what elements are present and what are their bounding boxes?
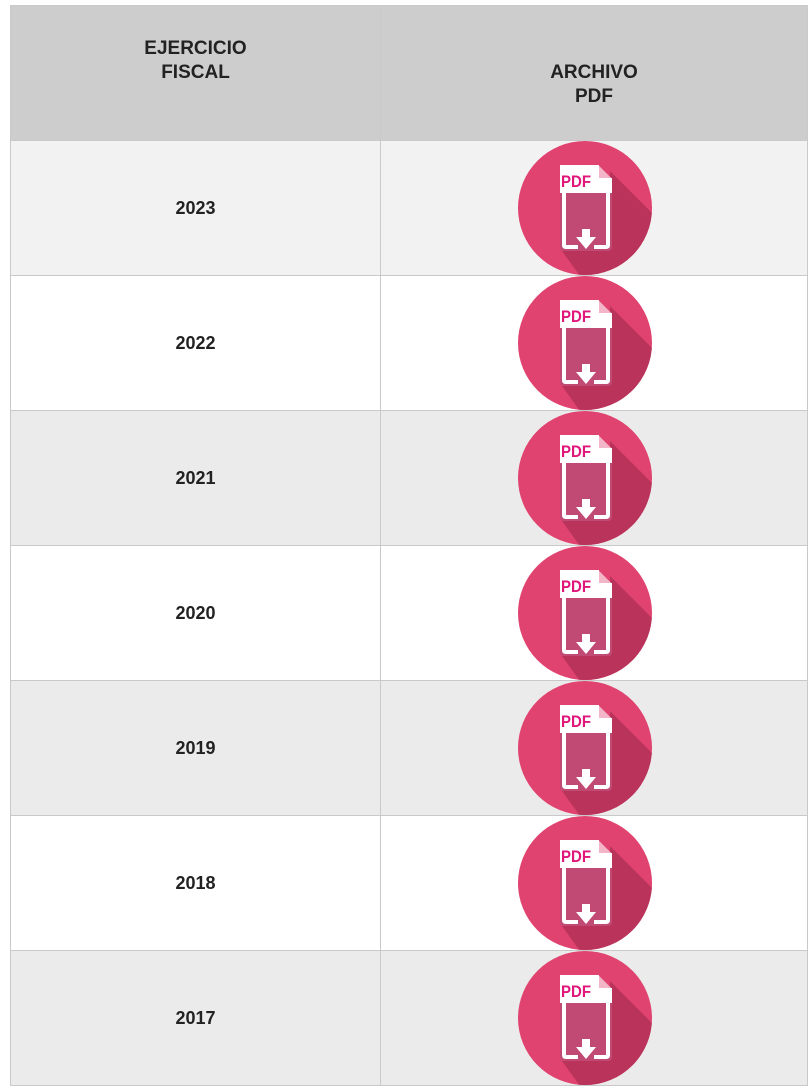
icon-arrow <box>576 904 596 924</box>
icon-fold <box>597 435 612 450</box>
icon-outline <box>562 733 610 789</box>
pdf-cell: PDF <box>380 680 808 816</box>
year-cell: 2019 <box>10 680 381 816</box>
table-row: 2020 PDF <box>10 545 808 681</box>
year-cell: 2020 <box>10 545 381 681</box>
header-row: EJERCICIO FISCAL ARCHIVO PDF <box>10 5 808 141</box>
header-text: ARCHIVO PDF <box>550 62 638 107</box>
icon-label: PDF <box>561 847 591 866</box>
pdf-download-icon[interactable]: PDF <box>518 546 652 680</box>
table-row: 2023 PDF <box>10 140 808 276</box>
table-row: 2022 PDF <box>10 275 808 411</box>
icon-arrow <box>576 229 596 249</box>
icon-fold <box>597 165 612 180</box>
pdf-cell: PDF <box>380 950 808 1086</box>
icon-fold <box>597 975 612 990</box>
icon-fold <box>597 300 612 315</box>
icon-outline <box>562 1003 610 1059</box>
icon-fold <box>597 840 612 855</box>
year-cell: 2021 <box>10 410 381 546</box>
table-row: 2018 PDF <box>10 815 808 951</box>
header-cell: EJERCICIO FISCAL <box>10 5 381 141</box>
pdf-cell: PDF <box>380 275 808 411</box>
header-text: EJERCICIO FISCAL <box>144 38 247 83</box>
icon-label: PDF <box>561 442 591 461</box>
year-cell: 2018 <box>10 815 381 951</box>
pdf-cell: PDF <box>380 410 808 546</box>
icon-arrow <box>576 769 596 789</box>
year-cell: 2022 <box>10 275 381 411</box>
icon-label: PDF <box>561 577 591 596</box>
table-body: 2023 PDF 2022 PDF 2021 PDF 2020 PDF 2019… <box>10 140 808 1086</box>
icon-arrow <box>576 634 596 654</box>
icon-fold <box>597 570 612 585</box>
icon-outline <box>562 193 610 249</box>
icon-label: PDF <box>561 712 591 731</box>
pdf-download-icon[interactable]: PDF <box>518 681 652 815</box>
icon-fold <box>597 705 612 720</box>
pdf-download-icon[interactable]: PDF <box>518 816 652 950</box>
pdf-download-icon[interactable]: PDF <box>518 141 652 275</box>
pdf-cell: PDF <box>380 815 808 951</box>
icon-outline <box>562 328 610 384</box>
header-cell: ARCHIVO PDF <box>380 5 808 141</box>
icon-label: PDF <box>561 982 591 1001</box>
icon-label: PDF <box>561 172 591 191</box>
table-row: 2017 PDF <box>10 950 808 1086</box>
year-cell: 2017 <box>10 950 381 1086</box>
pdf-download-icon[interactable]: PDF <box>518 411 652 545</box>
icon-arrow <box>576 1039 596 1059</box>
table-row: 2019 PDF <box>10 680 808 816</box>
year-cell: 2023 <box>10 140 381 276</box>
icon-outline <box>562 868 610 924</box>
table-header: EJERCICIO FISCAL ARCHIVO PDF <box>10 5 808 141</box>
pdf-cell: PDF <box>380 545 808 681</box>
icon-arrow <box>576 364 596 384</box>
table-row: 2021 PDF <box>10 410 808 546</box>
fiscal-table: EJERCICIO FISCAL ARCHIVO PDF 2023 PDF 20… <box>10 5 808 1086</box>
pdf-cell: PDF <box>380 140 808 276</box>
icon-outline <box>562 463 610 519</box>
icon-label: PDF <box>561 307 591 326</box>
icon-outline <box>562 598 610 654</box>
icon-arrow <box>576 499 596 519</box>
pdf-download-icon[interactable]: PDF <box>518 276 652 410</box>
